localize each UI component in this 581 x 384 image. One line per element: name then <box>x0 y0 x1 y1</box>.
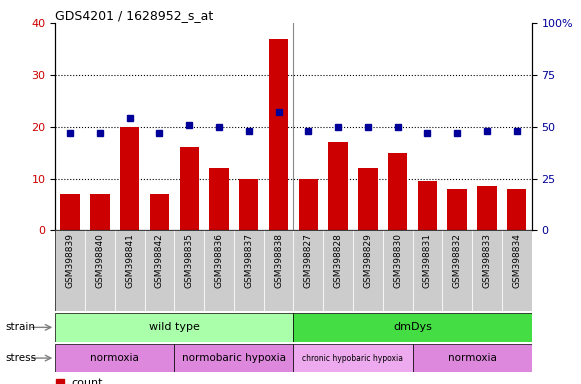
Text: GSM398840: GSM398840 <box>95 233 105 288</box>
Bar <box>234 230 264 311</box>
Text: GSM398839: GSM398839 <box>66 233 74 288</box>
Bar <box>239 179 259 230</box>
Text: normoxia: normoxia <box>447 353 497 363</box>
Text: GSM398835: GSM398835 <box>185 233 193 288</box>
Text: GDS4201 / 1628952_s_at: GDS4201 / 1628952_s_at <box>55 9 213 22</box>
Bar <box>413 344 532 372</box>
Bar <box>293 313 532 342</box>
Bar <box>358 168 378 230</box>
Text: GSM398834: GSM398834 <box>512 233 521 288</box>
Text: chronic hypobaric hypoxia: chronic hypobaric hypoxia <box>303 354 403 362</box>
Bar <box>269 39 288 230</box>
Bar <box>55 313 293 342</box>
Bar <box>174 344 293 372</box>
Text: count: count <box>72 378 103 384</box>
Bar <box>477 186 497 230</box>
Bar <box>328 142 348 230</box>
Bar <box>115 230 145 311</box>
Bar <box>55 230 85 311</box>
Text: GSM398842: GSM398842 <box>155 233 164 288</box>
Text: GSM398833: GSM398833 <box>482 233 492 288</box>
Bar <box>145 230 174 311</box>
Bar <box>293 344 413 372</box>
Bar <box>55 344 174 372</box>
Text: stress: stress <box>6 353 37 363</box>
Bar <box>204 230 234 311</box>
Bar <box>209 168 229 230</box>
Text: GSM398838: GSM398838 <box>274 233 283 288</box>
Bar <box>418 181 437 230</box>
Text: strain: strain <box>6 322 36 333</box>
Text: wild type: wild type <box>149 322 200 333</box>
Text: GSM398832: GSM398832 <box>453 233 462 288</box>
Bar <box>447 189 467 230</box>
Bar <box>383 230 413 311</box>
Bar <box>150 194 169 230</box>
Bar <box>442 230 472 311</box>
Bar <box>60 194 80 230</box>
Bar <box>299 179 318 230</box>
Bar <box>507 189 526 230</box>
Text: normobaric hypoxia: normobaric hypoxia <box>182 353 286 363</box>
Text: normoxia: normoxia <box>90 353 139 363</box>
Bar <box>388 153 407 230</box>
Text: dmDys: dmDys <box>393 322 432 333</box>
Text: GSM398837: GSM398837 <box>244 233 253 288</box>
Text: GSM398841: GSM398841 <box>125 233 134 288</box>
Bar <box>353 230 383 311</box>
Bar <box>293 230 323 311</box>
Bar <box>120 127 139 230</box>
Text: GSM398828: GSM398828 <box>333 233 343 288</box>
Bar <box>413 230 442 311</box>
Bar <box>323 230 353 311</box>
Text: GSM398827: GSM398827 <box>304 233 313 288</box>
Bar <box>472 230 502 311</box>
Text: GSM398830: GSM398830 <box>393 233 402 288</box>
Text: GSM398831: GSM398831 <box>423 233 432 288</box>
Bar <box>174 230 204 311</box>
Bar <box>180 147 199 230</box>
Bar <box>264 230 293 311</box>
Bar <box>85 230 115 311</box>
Bar <box>90 194 110 230</box>
Text: GSM398836: GSM398836 <box>214 233 224 288</box>
Bar <box>502 230 532 311</box>
Text: GSM398829: GSM398829 <box>363 233 372 288</box>
